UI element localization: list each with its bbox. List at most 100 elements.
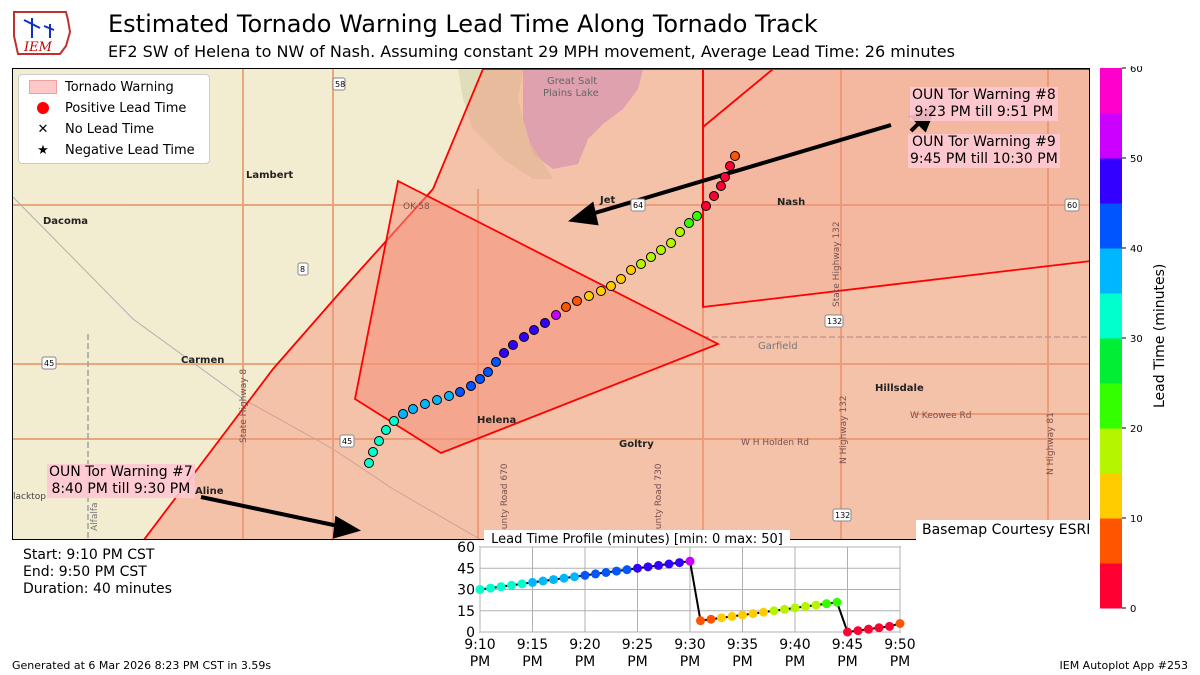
road-label: County Road 730 bbox=[654, 463, 664, 540]
profile-point bbox=[622, 565, 632, 575]
profile-point bbox=[570, 572, 579, 582]
place-label: Great Salt bbox=[547, 76, 597, 87]
arrow-head bbox=[332, 515, 362, 539]
warning-7-title: OUN Tor Warning #7 bbox=[49, 464, 193, 480]
colorbar-block bbox=[1100, 338, 1122, 384]
colorbar-block bbox=[1100, 203, 1122, 249]
iem-logo: IEM bbox=[10, 6, 74, 60]
track-point bbox=[444, 391, 454, 401]
place-label: Garfield bbox=[758, 341, 798, 352]
track-point bbox=[529, 325, 539, 335]
warning-9-time: 9:45 PM till 10:30 PM bbox=[910, 151, 1058, 167]
track-point bbox=[646, 252, 656, 262]
x-tick-label: 9:45 bbox=[832, 637, 863, 653]
x-tick-label: PM bbox=[522, 654, 543, 670]
road-label: State Highway 132 bbox=[832, 221, 842, 307]
track-point bbox=[374, 436, 384, 446]
profile-point bbox=[832, 597, 842, 607]
track-point bbox=[636, 259, 646, 269]
track-point bbox=[466, 381, 476, 391]
track-point bbox=[626, 265, 636, 275]
y-tick-label: 45 bbox=[457, 561, 475, 577]
place-labels: Great Salt Plains Lake Lambert Dacoma Je… bbox=[13, 76, 924, 531]
profile-title: Lead Time Profile (minutes) [min: 0 max:… bbox=[491, 532, 783, 547]
map-panel: Great Salt Plains Lake Lambert Dacoma Je… bbox=[12, 68, 1090, 540]
colorbar-tick-label: 60 bbox=[1130, 66, 1143, 75]
track-point bbox=[720, 172, 730, 182]
colorbar-tick-label: 10 bbox=[1130, 514, 1143, 525]
lead-time-profile-chart: Lead Time Profile (minutes) [min: 0 max:… bbox=[457, 530, 916, 670]
colorbar-block bbox=[1100, 563, 1122, 609]
track-point bbox=[483, 367, 493, 377]
legend-item-negative: ★ Negative Lead Time bbox=[29, 141, 195, 159]
chart-title: Estimated Tornado Warning Lead Time Alon… bbox=[108, 10, 818, 38]
profile-x-axis: 9:10PM9:15PM9:20PM9:25PM9:30PM9:35PM9:40… bbox=[464, 637, 915, 670]
lake-shape bbox=[523, 69, 643, 169]
place-label: Nash bbox=[777, 197, 805, 208]
cross-icon: ✕ bbox=[37, 121, 49, 137]
arrow-head bbox=[568, 201, 599, 226]
y-tick-label: 15 bbox=[457, 604, 475, 620]
marsh-shape bbox=[458, 69, 553, 179]
colorbar-tick-label: 0 bbox=[1130, 604, 1136, 615]
colorbar-block bbox=[1100, 383, 1122, 429]
stat-end: End: 9:50 PM CST bbox=[23, 564, 147, 580]
y-tick-label: 30 bbox=[457, 583, 475, 599]
profile-point bbox=[769, 606, 779, 616]
place-label: Dacoma bbox=[43, 216, 88, 227]
track-point bbox=[584, 291, 594, 301]
profile-point bbox=[528, 577, 537, 587]
profile-points bbox=[475, 556, 905, 637]
colorbar-block bbox=[1100, 518, 1122, 564]
route-shield: 8 bbox=[300, 265, 305, 274]
profile-point bbox=[717, 613, 726, 623]
track-point bbox=[475, 374, 485, 384]
warning-polygons bbox=[143, 69, 1089, 539]
profile-y-axis: 0 15 30 45 60 bbox=[457, 540, 475, 641]
x-tick-label: 9:30 bbox=[674, 637, 705, 653]
road-label: State Highway 8 bbox=[239, 369, 249, 443]
profile-point bbox=[654, 560, 663, 570]
chart-subtitle: EF2 SW of Helena to NW of Nash. Assuming… bbox=[108, 42, 955, 61]
route-shield: 45 bbox=[44, 359, 54, 368]
x-tick-label: PM bbox=[680, 654, 701, 670]
x-tick-label: 9:15 bbox=[517, 637, 548, 653]
track-point bbox=[519, 332, 529, 342]
track-point bbox=[364, 458, 374, 468]
track-point bbox=[508, 340, 518, 350]
basemap-credit: Basemap Courtesy ESRI bbox=[916, 520, 1097, 540]
profile-point bbox=[811, 600, 821, 610]
track-point bbox=[692, 211, 702, 221]
place-label: lacktop bbox=[13, 492, 46, 502]
place-label: Jet bbox=[599, 195, 616, 206]
track-point bbox=[389, 416, 399, 426]
profile-point bbox=[643, 562, 653, 572]
warning-9-label: OUN Tor Warning #9 9:45 PM till 10:30 PM bbox=[908, 134, 1060, 168]
track-point bbox=[709, 191, 719, 201]
legend-item-none: ✕ No Lead Time bbox=[29, 120, 154, 138]
x-tick-label: 9:40 bbox=[779, 637, 810, 653]
warning-9-title: OUN Tor Warning #9 bbox=[912, 134, 1056, 150]
x-tick-label: 9:50 bbox=[884, 637, 915, 653]
x-tick-label: PM bbox=[785, 654, 806, 670]
warning-8-time: 9:23 PM till 9:51 PM bbox=[914, 104, 1054, 120]
track-point bbox=[540, 318, 550, 328]
colorbar-label: Lead Time (minutes) bbox=[1152, 263, 1168, 408]
route-shield: 60 bbox=[1067, 201, 1077, 210]
x-tick-label: PM bbox=[470, 654, 491, 670]
red-dot-icon bbox=[29, 101, 57, 115]
place-label: Hillsdale bbox=[875, 383, 924, 394]
legend-label: Negative Lead Time bbox=[65, 142, 195, 158]
track-point bbox=[368, 447, 378, 457]
generated-note: Generated at 6 Mar 2026 8:23 PM CST in 3… bbox=[12, 659, 272, 672]
profile-grid bbox=[479, 546, 901, 633]
track-point bbox=[408, 404, 418, 414]
profile-point bbox=[612, 566, 621, 576]
profile-point bbox=[874, 623, 884, 633]
place-label: Alfalfa bbox=[90, 502, 100, 531]
track-point bbox=[656, 245, 666, 255]
warning-edges bbox=[702, 69, 774, 307]
profile-point bbox=[675, 558, 684, 568]
track-point bbox=[381, 425, 391, 435]
road-label: N Highway 132 bbox=[839, 395, 849, 464]
